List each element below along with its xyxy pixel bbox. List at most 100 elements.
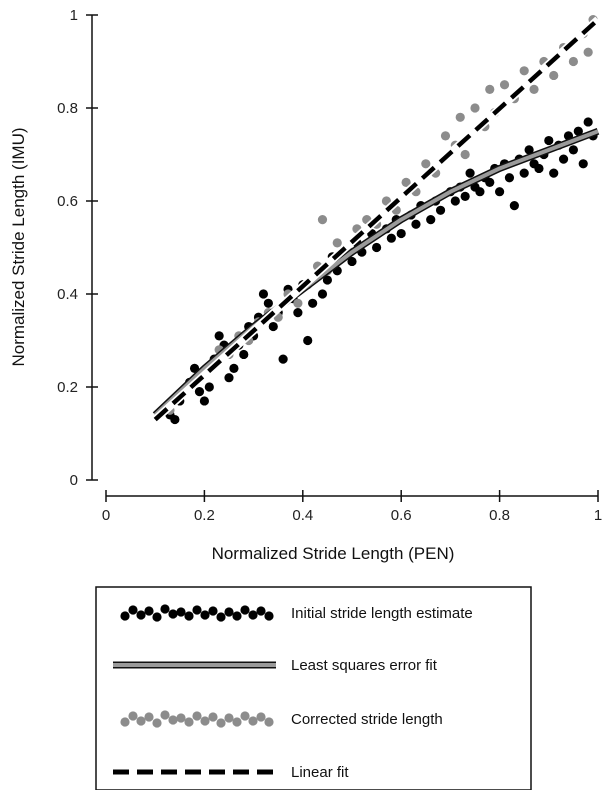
initial-point — [293, 308, 303, 318]
initial-point — [426, 215, 436, 225]
initial-point — [396, 228, 406, 239]
initial-point — [411, 219, 421, 229]
initial-point — [475, 187, 485, 197]
legend: Initial stride length estimate Least squ… — [95, 586, 532, 790]
legend-dot — [200, 716, 210, 726]
legend-dot — [136, 716, 146, 726]
legend-dot — [224, 713, 234, 723]
legend-dot — [240, 605, 250, 615]
x-tick-label: 0.6 — [391, 507, 412, 524]
fit-lines — [152, 16, 601, 423]
x-tick-label: 0.4 — [292, 507, 313, 524]
corrected-point — [317, 215, 328, 225]
legend-dot — [152, 612, 162, 622]
series-initial-points — [165, 117, 598, 425]
legend-dot — [192, 711, 202, 721]
y-tick-label: 0.4 — [57, 286, 78, 303]
initial-point — [303, 335, 313, 346]
legend-label-initial: Initial stride length estimate — [291, 605, 473, 622]
initial-point — [534, 163, 544, 174]
corrected-point — [401, 177, 411, 187]
initial-point — [258, 289, 269, 299]
linear-fit-line — [153, 17, 600, 422]
legend-dot — [120, 611, 130, 621]
corrected-point — [421, 159, 431, 169]
initial-point — [229, 363, 239, 373]
corrected-point — [332, 238, 342, 248]
initial-point — [509, 201, 519, 211]
initial-point — [317, 289, 328, 299]
initial-point — [170, 414, 180, 425]
initial-point — [347, 256, 357, 267]
initial-point — [278, 354, 288, 364]
legend-symbol-initial — [120, 604, 274, 622]
x-tick-label: 0.2 — [194, 507, 215, 524]
corrected-point — [583, 47, 593, 57]
legend-dot — [264, 611, 274, 621]
corrected-point — [293, 298, 303, 308]
legend-dot — [128, 605, 138, 615]
initial-point — [460, 191, 470, 201]
initial-point — [573, 126, 583, 136]
legend-label-corrected: Corrected stride length — [291, 711, 443, 728]
corrected-point — [549, 70, 559, 81]
legend-dot — [144, 712, 154, 722]
lsq-fit-line — [153, 129, 599, 417]
legend-dot — [256, 606, 266, 616]
initial-point — [204, 382, 214, 392]
initial-point — [450, 196, 460, 206]
lsq-fit-line-outline — [152, 127, 600, 418]
legend-dot — [240, 711, 250, 721]
initial-point — [268, 321, 278, 332]
legend-label-linear: Linear fit — [291, 764, 349, 781]
legend-dot — [200, 610, 210, 620]
legend-dot — [184, 611, 194, 621]
initial-point — [189, 363, 200, 373]
legend-dot — [192, 605, 202, 615]
initial-point — [568, 145, 579, 155]
y-tick-label: 0.2 — [57, 379, 78, 396]
axis-ticks: 0 0 0.2 0.2 0.4 0.4 0.6 0.6 0.8 0.8 1 1 — [57, 7, 602, 524]
legend-dot — [216, 612, 226, 622]
legend-dot — [248, 610, 258, 620]
legend-dot — [232, 611, 242, 621]
initial-point — [465, 168, 475, 178]
legend-dot — [144, 606, 154, 616]
initial-point — [544, 135, 554, 146]
initial-point — [504, 173, 515, 183]
legend-dot — [224, 607, 234, 617]
legend-dot — [208, 712, 218, 722]
corrected-point — [455, 112, 465, 122]
legend-dot — [128, 711, 138, 721]
legend-dot — [168, 715, 178, 725]
y-tick-label: 0 — [70, 472, 78, 489]
initial-point — [524, 145, 534, 155]
initial-point — [214, 331, 224, 341]
legend-dot — [120, 717, 130, 727]
legend-dot — [248, 716, 258, 726]
y-tick-label: 0.6 — [57, 193, 78, 210]
y-tick-label: 0.8 — [57, 100, 78, 117]
legend-dot — [264, 717, 274, 727]
corrected-point — [460, 149, 470, 160]
corrected-point — [485, 84, 495, 94]
initial-point — [194, 387, 205, 397]
legend-label-lsq: Least squares error fit — [291, 657, 438, 674]
legend-dot — [160, 710, 170, 720]
initial-point — [386, 233, 396, 243]
legend-dot — [208, 606, 218, 616]
corrected-point — [440, 131, 451, 141]
initial-point — [495, 187, 505, 197]
legend-dot — [256, 712, 266, 722]
x-tick-label: 1 — [594, 507, 602, 524]
initial-point — [224, 373, 234, 383]
initial-point — [549, 168, 559, 178]
legend-dot — [176, 607, 186, 617]
initial-point — [372, 242, 382, 253]
initial-point — [578, 159, 588, 169]
x-tick-label: 0 — [102, 507, 110, 524]
initial-point — [308, 298, 318, 308]
axes — [91, 15, 598, 497]
corrected-point — [470, 103, 480, 113]
